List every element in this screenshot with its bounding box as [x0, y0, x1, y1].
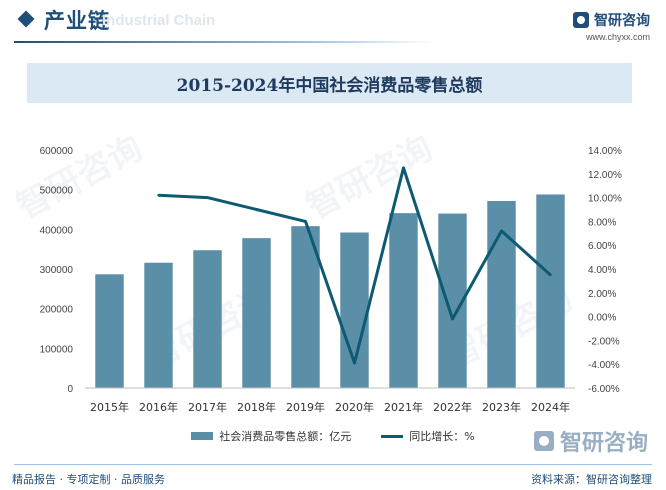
bar — [389, 213, 418, 388]
x-tick-label: 2018年 — [237, 400, 276, 414]
x-tick-label: 2024年 — [531, 400, 570, 414]
x-tick-label: 2019年 — [286, 400, 325, 414]
header-divider — [14, 41, 436, 43]
growth-point — [304, 220, 307, 223]
brand-logo: 智研咨询 www.chyxx.com — [573, 10, 650, 42]
legend-label-bar: 社会消费品零售总额：亿元 — [219, 430, 352, 443]
brand-name: 智研咨询 — [594, 13, 650, 29]
y-right-tick-label: 8.00% — [588, 217, 616, 228]
bar — [340, 232, 369, 388]
y-left-tick-label: 400000 — [40, 225, 74, 236]
x-tick-label: 2016年 — [139, 400, 178, 414]
x-tick-label: 2023年 — [482, 400, 521, 414]
y-right-tick-label: 2.00% — [588, 289, 616, 300]
x-tick-label: 2021年 — [384, 400, 423, 414]
brand-logo-icon — [533, 431, 554, 451]
x-tick-label: 2015年 — [90, 400, 129, 414]
y-left-tick-label: 300000 — [40, 265, 74, 276]
legend-swatch-bar — [191, 432, 214, 440]
legend-label-line: 同比增长：% — [409, 430, 475, 443]
footer-source: 资料来源：智研咨询整理 — [531, 473, 652, 486]
chart-title: 2015-2024年中国社会消费品零售总额 — [176, 75, 483, 96]
footer-divider — [14, 464, 652, 465]
growth-point — [206, 196, 209, 199]
bar — [242, 238, 271, 388]
y-right-tick-label: -2.00% — [588, 336, 620, 347]
y-right-tick-label: 14.00% — [588, 146, 622, 157]
growth-point — [549, 273, 552, 277]
y-left-tick-label: 0 — [67, 384, 73, 395]
bar — [487, 200, 516, 388]
y-right-tick-label: 12.00% — [588, 170, 622, 181]
bottom-brand-name: 智研咨询 — [559, 431, 648, 456]
x-tick-label: 2022年 — [433, 400, 472, 414]
legend-item-bar: 社会消费品零售总额：亿元 — [191, 428, 351, 444]
x-tick-label: 2017年 — [188, 400, 227, 414]
bar — [536, 194, 565, 388]
growth-point — [451, 317, 454, 321]
legend-item-line: 同比增长：% — [381, 428, 475, 444]
chart-title-band: 2015-2024年中国社会消费品零售总额 — [27, 63, 632, 103]
bar — [193, 250, 222, 388]
y-right-tick-label: 6.00% — [588, 241, 616, 252]
bar — [144, 262, 173, 388]
y-left-tick-label: 100000 — [40, 344, 74, 355]
bottom-brand: 智研咨询 — [533, 425, 648, 457]
y-left-tick-label: 500000 — [40, 186, 74, 197]
y-right-tick-label: -4.00% — [588, 360, 620, 371]
y-left-tick-label: 600000 — [40, 146, 74, 157]
page-header: 产业链 Industrial Chain — [0, 0, 666, 44]
chart-legend: 社会消费品零售总额：亿元 同比增长：% — [0, 428, 666, 444]
brand-logo-icon — [573, 12, 589, 28]
growth-point — [157, 194, 160, 197]
growth-point — [500, 229, 503, 233]
bar — [95, 274, 124, 388]
brand-url: www.chyxx.com — [585, 32, 650, 42]
y-right-tick-label: 10.00% — [588, 194, 622, 205]
footer-slogan: 精品报告 · 专项定制 · 品质服务 — [12, 473, 165, 486]
y-left-tick-label: 200000 — [40, 305, 74, 316]
y-right-tick-label: 4.00% — [588, 265, 616, 276]
legend-swatch-line — [381, 434, 404, 438]
section-title: 产业链 — [44, 9, 110, 33]
page-footer: 精品报告 · 专项定制 · 品质服务 资料来源：智研咨询整理 — [0, 464, 666, 490]
growth-point — [353, 361, 356, 365]
y-right-tick-label: 0.00% — [588, 313, 616, 324]
growth-point — [255, 208, 258, 211]
y-right-tick-label: -6.00% — [588, 384, 620, 395]
x-tick-label: 2020年 — [335, 400, 374, 414]
growth-point — [402, 166, 405, 170]
section-subtitle: Industrial Chain — [102, 12, 216, 29]
